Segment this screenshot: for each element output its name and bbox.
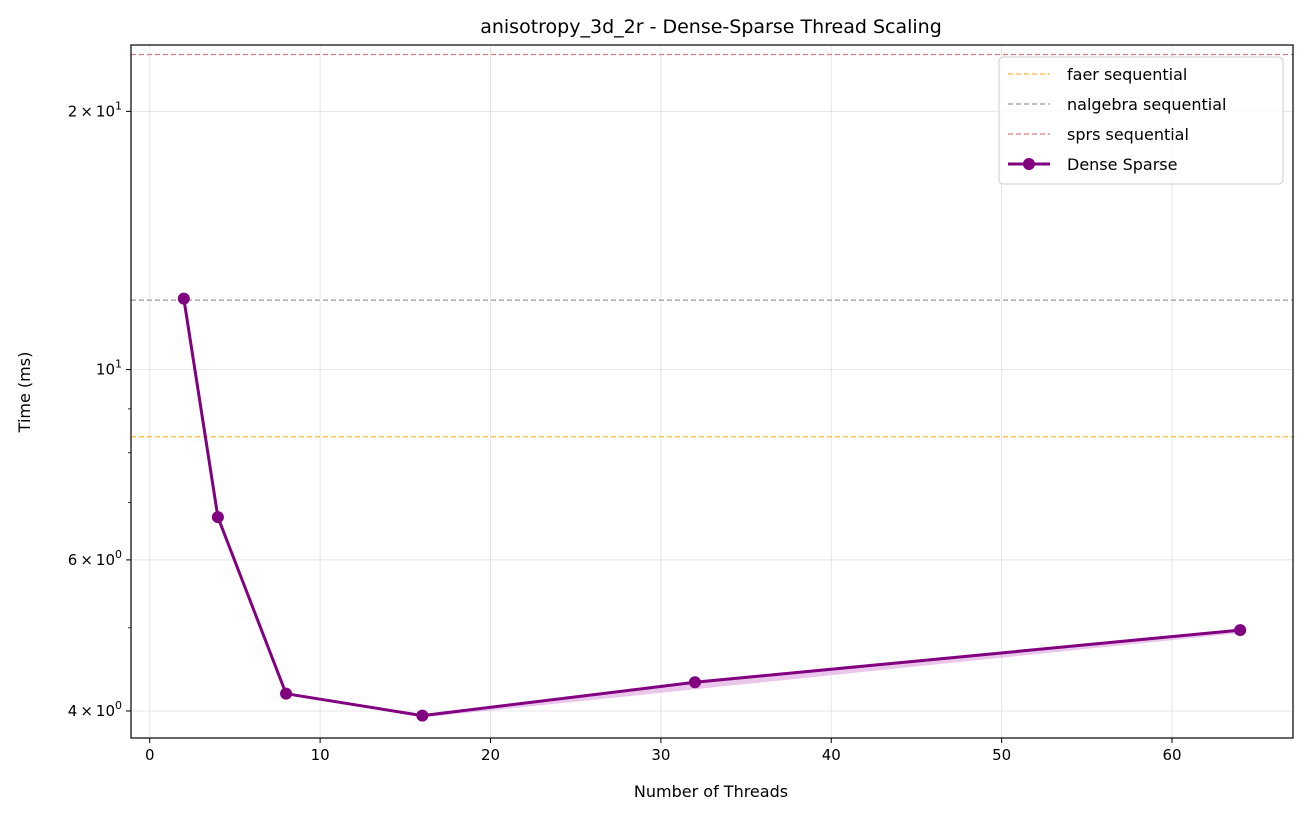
- legend: faer sequential nalgebra sequential sprs s…: [998, 56, 1284, 185]
- data-point: [211, 511, 224, 524]
- y-tick-label: 2 × 101: [68, 99, 122, 120]
- legend-box: [998, 56, 1284, 185]
- x-tick-label: 0: [145, 746, 155, 764]
- y-axis-label: Time (ms): [15, 352, 34, 434]
- legend-label: faer sequential: [1067, 65, 1187, 84]
- x-axis-ticks: 0 10 20 30 40 50 60: [145, 738, 1182, 764]
- chart-title: anisotropy_3d_2r - Dense-Sparse Thread S…: [480, 16, 942, 38]
- x-tick-label: 30: [651, 746, 670, 764]
- data-point: [177, 292, 190, 305]
- x-tick-label: 10: [311, 746, 330, 764]
- legend-marker: [1023, 158, 1035, 170]
- series-line: [182, 298, 1241, 718]
- reference-lines: [131, 53, 1293, 438]
- series-group: [177, 292, 1247, 722]
- x-axis-label: Number of Threads: [634, 782, 788, 801]
- data-point: [280, 687, 293, 700]
- legend-label: nalgebra sequential: [1067, 95, 1226, 114]
- data-point: [416, 709, 429, 722]
- y-tick-label: 101: [96, 358, 122, 379]
- plot-area-frame: [130, 44, 1294, 739]
- data-point: [1234, 624, 1247, 637]
- legend-label: Dense Sparse: [1067, 155, 1177, 174]
- y-tick-label: 4 × 100: [68, 699, 122, 720]
- x-tick-label: 40: [822, 746, 841, 764]
- y-tick-label: 6 × 100: [68, 548, 122, 569]
- x-tick-label: 20: [481, 746, 500, 764]
- y-axis-ticks: 4 × 100 6 × 100 101 2 × 101: [68, 99, 131, 720]
- x-tick-label: 60: [1162, 746, 1181, 764]
- data-point: [688, 676, 701, 689]
- legend-label: sprs sequential: [1067, 125, 1189, 144]
- x-tick-label: 50: [992, 746, 1011, 764]
